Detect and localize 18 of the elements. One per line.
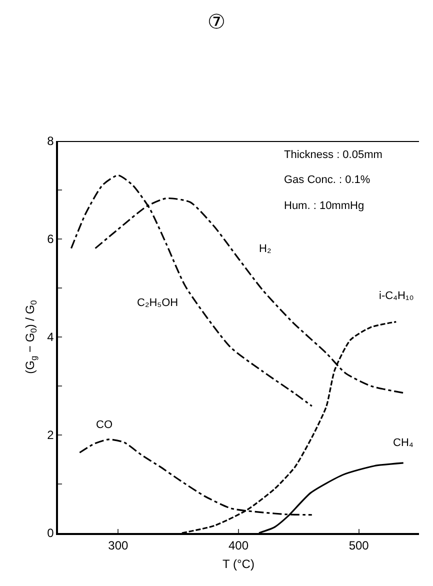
series-label: C₂H₅OH — [137, 297, 178, 309]
annotation: Thickness : 0.05mm — [284, 149, 382, 161]
y-tick-label: 8 — [47, 134, 54, 148]
y-tick-label: 6 — [47, 232, 54, 246]
x-tick-label: 500 — [348, 538, 370, 552]
annotation: Gas Conc. : 0.1% — [284, 174, 370, 186]
x-tick-label: 300 — [108, 538, 128, 552]
text: i-C₄H₁₀ — [379, 290, 414, 302]
y-tick-label: 0 — [47, 526, 54, 540]
annotation: Hum. : 10mmHg — [284, 200, 364, 212]
y-tick-label: 4 — [47, 330, 54, 344]
chart-title: ⑦ — [208, 12, 226, 34]
series-label: CH₄ — [393, 437, 414, 449]
y-tick-label: 2 — [47, 428, 54, 442]
x-tick-label: 400 — [228, 538, 249, 552]
x-axis-title: T (°C) — [222, 556, 254, 571]
series-label: CO — [96, 419, 113, 431]
series-label: H₂ — [259, 243, 272, 255]
